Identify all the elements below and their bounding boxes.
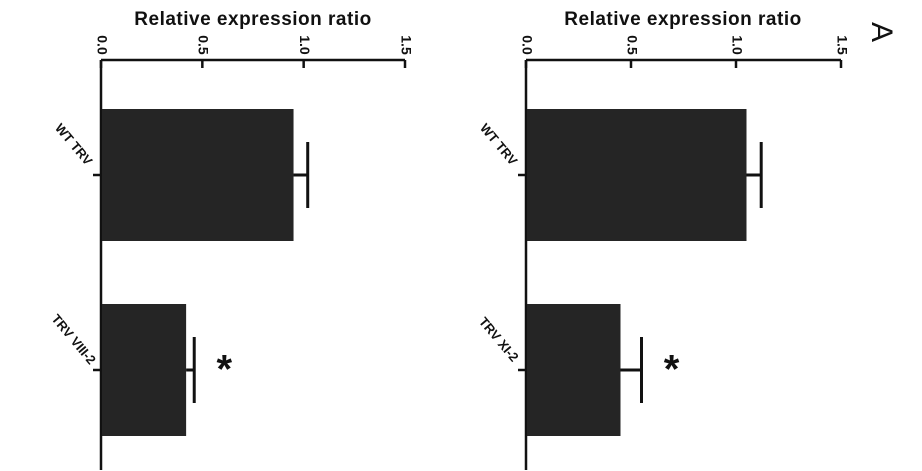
tick-label: 0.5 <box>196 35 212 55</box>
category-label: TRV XI-2 <box>476 314 522 364</box>
bar <box>102 304 187 436</box>
tick-label: 0.5 <box>624 35 640 55</box>
bar <box>527 304 621 436</box>
tick-label: 1.0 <box>729 35 745 55</box>
bar <box>527 109 747 241</box>
y-axis-label: Relative expression ratio <box>134 9 371 30</box>
panel-label: A <box>865 22 898 42</box>
chart-panel-b: Relative expression ratio 0.0 0.5 1.0 1.5 WT … <box>49 9 414 470</box>
significance-marker: * <box>664 348 680 392</box>
tick-label: 1.0 <box>297 35 313 55</box>
category-label: TRV VIII-2 <box>49 311 99 367</box>
tick-label: 0.0 <box>519 35 535 55</box>
y-axis-label: Relative expression ratio <box>564 9 801 30</box>
chart-panel-a: Relative expression ratio 0.0 0.5 1.0 1.5 WT … <box>476 9 850 470</box>
bar <box>102 109 294 241</box>
tick-label: 1.5 <box>834 35 850 55</box>
significance-marker: * <box>216 348 232 392</box>
category-label: WT TRV <box>52 121 96 169</box>
category-label: WT TRV <box>477 121 521 169</box>
tick-label: 0.0 <box>94 35 110 55</box>
tick-label: 1.5 <box>398 35 414 55</box>
